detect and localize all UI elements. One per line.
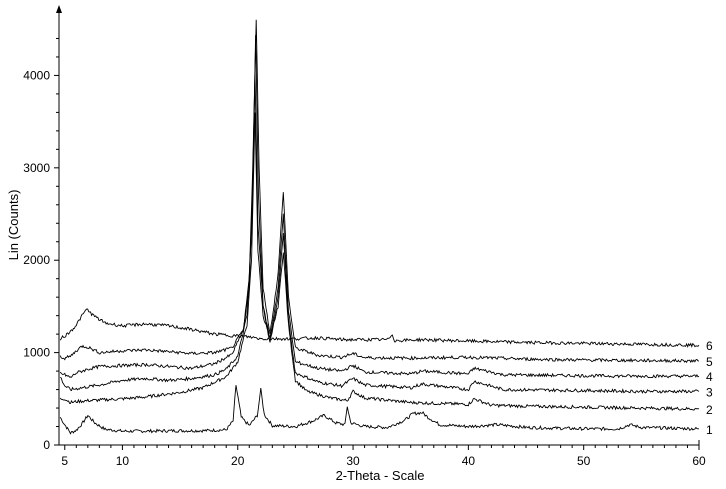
x-tick-label: 50: [577, 454, 591, 468]
series-line-6: [59, 308, 700, 348]
series-line-5: [59, 19, 699, 364]
series-line-2: [59, 112, 700, 411]
x-tick-group: 5 10 20 30 40 50 60: [61, 445, 706, 468]
series-label-1: 1: [706, 423, 713, 437]
x-tick-label: 10: [116, 454, 130, 468]
x-tick-label: 30: [346, 454, 360, 468]
series-label-3: 3: [706, 385, 713, 399]
series-label-group: 1 2 345 6: [706, 339, 713, 437]
y-tick-label: 1000: [23, 346, 50, 360]
y-tick-label: 2000: [23, 253, 50, 267]
series-line-4: [59, 34, 700, 379]
y-tick-label: 3000: [23, 161, 50, 175]
x-tick-label: 60: [692, 454, 706, 468]
y-axis-arrow: [56, 5, 62, 13]
series-label-4: 4: [706, 370, 713, 384]
y-tick-group: 0 1000 2000 3000 4000: [23, 37, 59, 452]
series-label-5: 5: [706, 355, 713, 369]
y-axis-title: Lin (Counts): [6, 190, 21, 261]
series-line-3: [59, 74, 700, 394]
series-line-1: [59, 385, 699, 435]
x-tick-label: 40: [462, 454, 476, 468]
x-axis-title: 2-Theta - Scale: [336, 468, 425, 483]
x-tick-label: 5: [61, 454, 68, 468]
series-group: [59, 19, 700, 435]
y-tick-label: 0: [43, 438, 50, 452]
series-label-2: 2: [706, 403, 713, 417]
series-label-6: 6: [706, 339, 713, 353]
y-tick-label: 4000: [23, 68, 50, 82]
x-tick-label: 20: [231, 454, 245, 468]
